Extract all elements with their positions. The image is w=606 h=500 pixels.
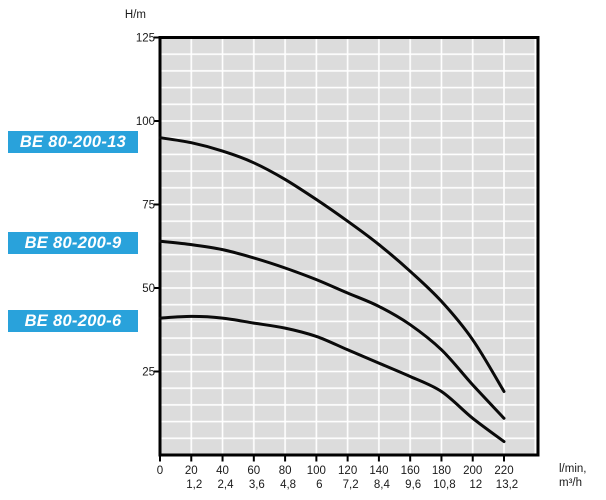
x-tick-label-m3h: 7,2 — [343, 479, 359, 491]
axis-tick-labels: 25 50 75 100 125 0 20 1,2 40 2,4 60 3,6 80 4,8 100 6 120… — [136, 33, 518, 492]
x-axis-unit-lmin: l/min, — [559, 463, 587, 475]
y-tick-label: 50 — [142, 283, 155, 295]
x-tick-label-lmin: 220 — [494, 465, 513, 477]
x-tick-label-lmin: 0 — [157, 465, 163, 477]
x-tick-label-m3h: 4,8 — [280, 479, 296, 491]
y-tick-label: 100 — [136, 116, 155, 128]
x-tick-label-m3h: 12 — [469, 479, 482, 491]
pump-model-label-text: BE 80-200-13 — [19, 133, 127, 151]
x-tick-label-m3h: 8,4 — [374, 479, 391, 491]
x-tick-label-m3h: 13,2 — [496, 479, 518, 491]
pump-model-label-be-80-200-9: BE 80-200-9 — [8, 232, 138, 254]
pump-curve-be-80-200-13 — [158, 136, 506, 393]
x-tick-label-lmin: 200 — [463, 465, 482, 477]
pump-curve-be-80-200-9 — [158, 239, 506, 420]
x-tick-label-m3h: 10,8 — [433, 479, 455, 491]
x-tick-label-lmin: 80 — [279, 465, 292, 477]
x-axis-unit-m3h: m³/h — [559, 477, 582, 489]
x-tick-label-m3h: 1,2 — [186, 479, 202, 491]
x-tick-label-lmin: 140 — [369, 465, 388, 477]
pump-model-label-text: BE 80-200-6 — [24, 312, 122, 330]
y-tick-label: 25 — [142, 367, 155, 379]
plot-border — [158, 36, 540, 457]
x-tick-label-lmin: 180 — [432, 465, 451, 477]
x-tick-label-lmin: 160 — [401, 465, 420, 477]
x-tick-label-lmin: 100 — [307, 465, 326, 477]
x-tick-label-m3h: 6 — [316, 479, 322, 491]
y-tick-label: 75 — [142, 200, 155, 212]
x-tick-label-m3h: 9,6 — [405, 479, 421, 491]
x-tick-label-lmin: 120 — [338, 465, 357, 477]
pump-model-label-text: BE 80-200-9 — [24, 234, 122, 252]
pump-model-label-be-80-200-13: BE 80-200-13 — [8, 131, 138, 153]
x-tick-label-m3h: 3,6 — [249, 479, 265, 491]
x-tick-label-lmin: 60 — [247, 465, 260, 477]
pump-model-label-be-80-200-6: BE 80-200-6 — [8, 310, 138, 332]
pump-curves — [158, 136, 506, 444]
y-axis-unit-label: H/m — [124, 9, 146, 21]
y-tick-label: 125 — [136, 33, 155, 45]
pump-curve-be-80-200-6 — [158, 314, 506, 444]
x-tick-label-lmin: 40 — [216, 465, 229, 477]
x-tick-label-lmin: 20 — [185, 465, 198, 477]
x-tick-label-m3h: 2,4 — [218, 479, 235, 491]
